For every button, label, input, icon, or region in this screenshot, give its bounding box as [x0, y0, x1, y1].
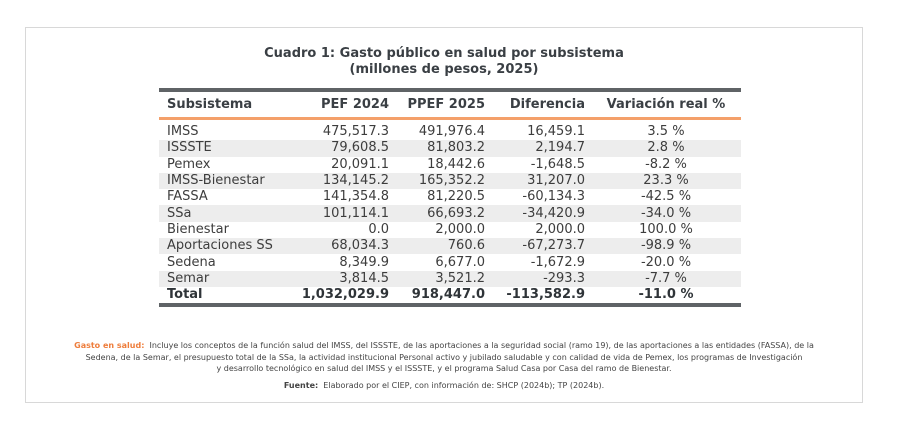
header-ppef-2025: PPEF 2025: [407, 97, 485, 112]
table-row: Bienestar 0.0 2,000.0 2,000.0 100.0 %: [159, 222, 741, 238]
cell-subsistema: Sedena: [167, 254, 216, 270]
cell-diferencia: -1,672.9: [530, 254, 585, 270]
table-title: Cuadro 1: Gasto público en salud por sub…: [26, 46, 862, 78]
cell-variacion-real: 100.0 %: [639, 221, 693, 237]
table-header-row: Subsistema PEF 2024 PPEF 2025 Diferencia…: [159, 90, 741, 119]
cell-ppef-2025: 165,352.2: [395, 172, 491, 190]
table-row: IMSS 475,517.3 491,976.4 16,459.1 3.5 %: [159, 119, 741, 141]
total-diferencia: -113,582.9: [506, 287, 585, 303]
cell-pef-2024: 101,114.1: [287, 205, 395, 222]
cell-diferencia: -34,420.9: [491, 205, 591, 222]
cell-variacion-real: -7.7 %: [591, 270, 741, 287]
table-row: ISSSTE 79,608.5 81,803.2 2,194.7 2.8 %: [159, 140, 741, 157]
cell-subsistema: IMSS: [167, 124, 199, 140]
cell-ppef-2025: 6,677.0: [435, 254, 485, 270]
cell-pef-2024: 141,354.8: [322, 189, 389, 205]
gasto-note-text-2: Sedena, de la Semar, el presupuesto tota…: [85, 352, 803, 362]
cell-pef-2024: 20,091.1: [331, 156, 389, 172]
cell-pef-2024: 79,608.5: [287, 140, 395, 157]
table-total-row: Total 1,032,029.9 918,447.0 -113,582.9 -…: [159, 287, 741, 306]
cell-diferencia: 31,207.0: [491, 172, 591, 190]
cell-pef-2024: 3,814.5: [287, 270, 395, 287]
cell-ppef-2025: 81,220.5: [427, 189, 485, 205]
total-variacion-real: -11.0 %: [638, 287, 694, 303]
cell-variacion-real: 23.3 %: [591, 172, 741, 190]
cell-ppef-2025: 491,976.4: [418, 124, 485, 140]
cell-diferencia: -60,134.3: [522, 189, 585, 205]
cell-ppef-2025: 3,521.2: [395, 270, 491, 287]
total-ppef-2025: 918,447.0: [411, 287, 485, 303]
cell-ppef-2025: 760.6: [395, 238, 491, 255]
table-row: FASSA 141,354.8 81,220.5 -60,134.3 -42.5…: [159, 189, 741, 205]
table-row: Aportaciones SS 68,034.3 760.6 -67,273.7…: [159, 238, 741, 255]
table-title-line2: (millones de pesos, 2025): [349, 62, 539, 77]
source-note: Fuente: Elaborado por el CIEP, con infor…: [32, 380, 856, 392]
gasto-note-text-1: Incluye los conceptos de la función salu…: [149, 341, 814, 350]
total-pef-2024: 1,032,029.9: [301, 287, 389, 303]
cell-variacion-real: -34.0 %: [591, 205, 741, 222]
table-row: SSa 101,114.1 66,693.2 -34,420.9 -34.0 %: [159, 205, 741, 222]
health-spending-table: Subsistema PEF 2024 PPEF 2025 Diferencia…: [159, 88, 741, 307]
table-notes: Gasto en salud: Incluye los conceptos de…: [32, 340, 856, 391]
cell-subsistema: IMSS-Bienestar: [159, 172, 287, 190]
cell-variacion-real: 2.8 %: [591, 140, 741, 157]
cell-diferencia: -293.3: [491, 270, 591, 287]
source-label: Fuente:: [283, 380, 319, 390]
cell-variacion-real: -8.2 %: [645, 156, 687, 172]
table-row: IMSS-Bienestar 134,145.2 165,352.2 31,20…: [159, 172, 741, 190]
cell-variacion-real: 3.5 %: [647, 124, 685, 140]
cell-subsistema: Bienestar: [167, 221, 229, 237]
header-pef-2024: PEF 2024: [321, 97, 389, 112]
gasto-note-label: Gasto en salud:: [74, 341, 145, 350]
gasto-note: Gasto en salud: Incluye los conceptos de…: [32, 340, 856, 375]
cell-pef-2024: 0.0: [368, 221, 389, 237]
cell-subsistema: FASSA: [167, 189, 208, 205]
header-subsistema: Subsistema: [167, 97, 253, 112]
cell-variacion-real: -98.9 %: [591, 238, 741, 255]
cell-subsistema: Aportaciones SS: [159, 238, 287, 255]
source-text: Elaborado por el CIEP, con información d…: [323, 380, 605, 390]
header-diferencia: Diferencia: [509, 97, 585, 112]
cell-ppef-2025: 2,000.0: [435, 221, 485, 237]
table-row: Pemex 20,091.1 18,442.6 -1,648.5 -8.2 %: [159, 157, 741, 173]
table-card: Cuadro 1: Gasto público en salud por sub…: [25, 27, 863, 403]
cell-variacion-real: -42.5 %: [640, 189, 692, 205]
cell-ppef-2025: 66,693.2: [395, 205, 491, 222]
cell-pef-2024: 8,349.9: [339, 254, 389, 270]
gasto-note-text-3: y desarrollo tecnológico en salud del IM…: [216, 364, 672, 373]
cell-pef-2024: 68,034.3: [287, 238, 395, 255]
table-title-line1: Cuadro 1: Gasto público en salud por sub…: [264, 46, 624, 61]
cell-pef-2024: 475,517.3: [322, 124, 389, 140]
cell-diferencia: 2,194.7: [491, 140, 591, 157]
cell-diferencia: 2,000.0: [535, 221, 585, 237]
cell-subsistema: Pemex: [167, 156, 211, 172]
header-variacion-real: Variación real %: [606, 97, 726, 112]
cell-pef-2024: 134,145.2: [287, 172, 395, 190]
cell-diferencia: -67,273.7: [491, 238, 591, 255]
cell-diferencia: 16,459.1: [527, 124, 585, 140]
total-label: Total: [167, 287, 203, 303]
cell-subsistema: ISSSTE: [159, 140, 287, 157]
cell-subsistema: SSa: [159, 205, 287, 222]
cell-variacion-real: -20.0 %: [640, 254, 692, 270]
cell-subsistema: Semar: [159, 270, 287, 287]
cell-ppef-2025: 81,803.2: [395, 140, 491, 157]
table-row: Sedena 8,349.9 6,677.0 -1,672.9 -20.0 %: [159, 254, 741, 270]
cell-diferencia: -1,648.5: [530, 156, 585, 172]
table-row: Semar 3,814.5 3,521.2 -293.3 -7.7 %: [159, 270, 741, 287]
cell-ppef-2025: 18,442.6: [427, 156, 485, 172]
